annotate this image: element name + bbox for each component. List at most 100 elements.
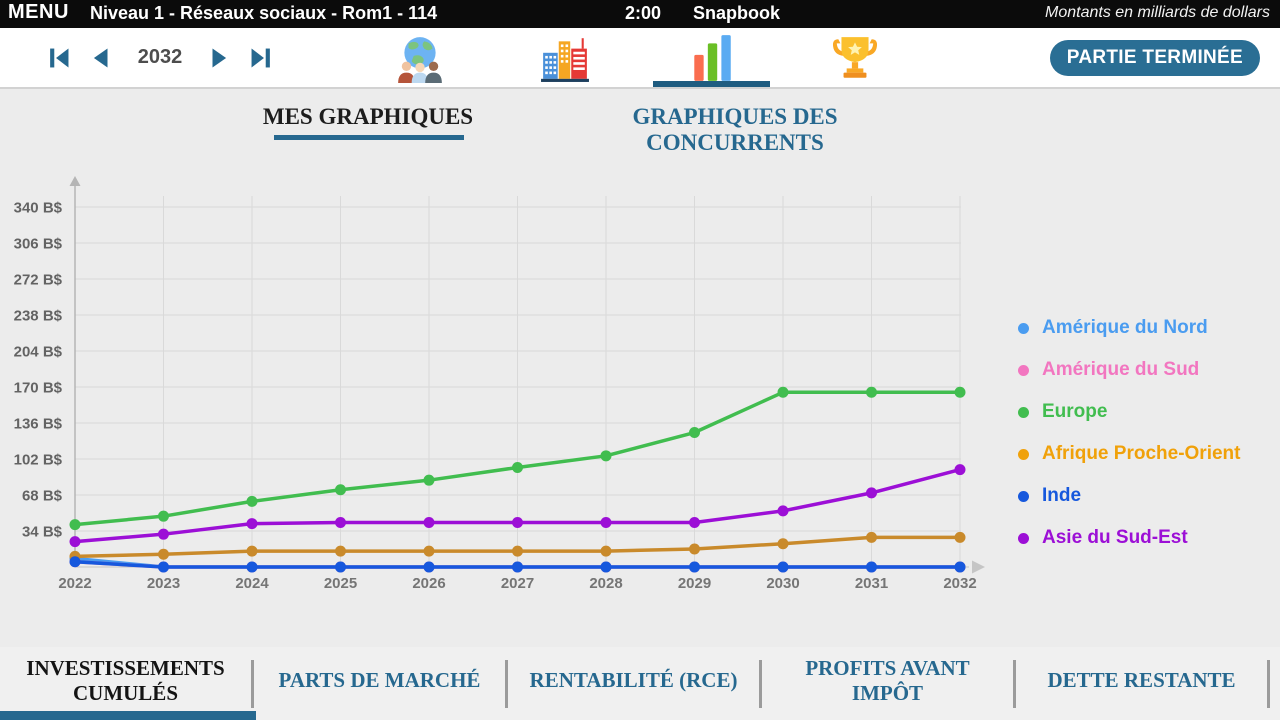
- x-axis-tick: 2023: [147, 575, 180, 592]
- chart-legend: Amérique du Nord Amérique du Sud Europe Afr…: [1018, 307, 1240, 559]
- data-point: [777, 386, 789, 398]
- tab-divider: [505, 659, 508, 708]
- tab-divider: [1013, 659, 1016, 708]
- y-axis-tick: 340 B$: [14, 200, 63, 217]
- data-point: [954, 531, 966, 543]
- data-point: [689, 517, 700, 529]
- game-title: Niveau 1 - Réseaux sociaux - Rom1 - 114: [90, 3, 438, 23]
- data-point: [246, 561, 258, 573]
- data-point: [158, 510, 169, 522]
- legend-item: Inde: [1018, 475, 1240, 517]
- x-axis-tick: 2031: [855, 575, 888, 592]
- legend-dot-icon: [1018, 364, 1029, 376]
- legend-label: Inde: [1042, 485, 1082, 506]
- data-point: [158, 528, 169, 540]
- menu-button[interactable]: MENU: [8, 1, 69, 23]
- data-point: [423, 545, 435, 557]
- y-axis-tick: 102 B$: [14, 452, 63, 469]
- data-point: [423, 561, 435, 573]
- legend-dot-icon: [1018, 406, 1029, 418]
- legend-label: Asie du Sud-Est: [1042, 527, 1188, 548]
- data-point: [689, 561, 700, 573]
- legend-label: Afrique Proche-Orient: [1042, 443, 1241, 464]
- legend-item: Afrique Proche-Orient: [1018, 433, 1240, 475]
- legend-item: Amérique du Nord: [1018, 307, 1240, 349]
- data-point: [954, 386, 966, 398]
- data-point: [423, 474, 435, 486]
- next-year-icon[interactable]: [204, 43, 234, 73]
- tab-divider: [251, 659, 254, 708]
- ranking-trophy-icon[interactable]: [830, 33, 880, 83]
- data-point: [246, 495, 258, 507]
- legend-item: Amérique du Sud: [1018, 349, 1240, 391]
- top-status-bar: MENU Niveau 1 - Réseaux sociaux - Rom1 -…: [0, 0, 1280, 28]
- last-year-icon[interactable]: [246, 43, 276, 73]
- data-point: [246, 518, 258, 530]
- legend-dot-icon: [1018, 448, 1029, 460]
- data-point: [954, 561, 966, 573]
- world-markets-icon[interactable]: [395, 33, 445, 83]
- legend-label: Amérique du Sud: [1042, 359, 1200, 380]
- y-axis-tick: 306 B$: [14, 236, 63, 253]
- end-game-button[interactable]: PARTIE TERMINÉE: [1049, 40, 1260, 76]
- x-axis-tick: 2030: [766, 575, 799, 592]
- data-point: [689, 543, 700, 555]
- data-point: [512, 561, 523, 573]
- metric-tab-dette-restante[interactable]: DETTE RESTANTE: [1016, 647, 1267, 720]
- data-point: [600, 450, 612, 462]
- x-axis-tick: 2022: [58, 575, 91, 592]
- metric-tab-bar: INVESTISSEMENTS CUMULÉS PARTS DE MARCHÉ RE…: [0, 647, 1280, 720]
- data-point: [600, 561, 612, 573]
- data-point: [866, 561, 877, 573]
- data-point: [866, 386, 877, 398]
- data-point: [69, 556, 81, 568]
- tab-competitors-graphs[interactable]: GRAPHIQUES DES CONCURRENTS: [560, 104, 910, 156]
- data-point: [777, 561, 789, 573]
- y-axis-tick: 136 B$: [14, 416, 63, 433]
- metric-tab-parts-de-march[interactable]: PARTS DE MARCHÉ: [254, 647, 505, 720]
- data-point: [335, 484, 346, 496]
- legend-dot-icon: [1018, 532, 1029, 544]
- data-point: [689, 427, 700, 439]
- x-axis-tick: 2028: [589, 575, 622, 592]
- data-point: [69, 519, 81, 531]
- legend-dot-icon: [1018, 490, 1029, 502]
- legend-label: Amérique du Nord: [1042, 317, 1208, 338]
- data-point: [423, 517, 435, 529]
- data-point: [158, 561, 169, 573]
- data-point: [335, 545, 346, 557]
- legend-dot-icon: [1018, 322, 1029, 334]
- data-point: [335, 517, 346, 529]
- data-point: [512, 517, 523, 529]
- data-point: [777, 538, 789, 550]
- charts-icon[interactable]: [687, 33, 737, 83]
- units-note: Montants en milliards de dollars: [1045, 4, 1270, 21]
- data-point: [866, 531, 877, 543]
- metric-tab-investissements-cumul-s[interactable]: INVESTISSEMENTS CUMULÉS: [0, 647, 251, 720]
- metric-tab-profits-avant-imp-t[interactable]: PROFITS AVANT IMPÔT: [762, 647, 1013, 720]
- data-point: [866, 487, 877, 499]
- toolbar: 2032: [0, 28, 1280, 89]
- previous-year-icon[interactable]: [86, 43, 116, 73]
- y-axis-tick: 68 B$: [22, 488, 63, 505]
- y-axis-tick: 204 B$: [14, 344, 63, 361]
- y-axis-tick: 272 B$: [14, 272, 63, 289]
- x-axis-tick: 2025: [324, 575, 357, 592]
- year-navigation: 2032: [44, 28, 276, 87]
- city-icon[interactable]: [540, 33, 590, 83]
- y-axis-tick: 238 B$: [14, 308, 63, 325]
- first-year-icon[interactable]: [44, 43, 74, 73]
- tab-divider: [759, 659, 762, 708]
- active-metric-tab-underline: [0, 711, 256, 720]
- metric-tab-rentabilit-rce[interactable]: RENTABILITÉ (RCE): [508, 647, 759, 720]
- tab-my-graphs[interactable]: MES GRAPHIQUES: [253, 104, 483, 130]
- current-year: 2032: [137, 46, 183, 68]
- data-point: [512, 461, 523, 473]
- x-axis-tick: 2027: [501, 575, 534, 592]
- y-axis-tick: 170 B$: [14, 380, 63, 397]
- data-point: [600, 545, 612, 557]
- data-point: [246, 545, 258, 557]
- data-point: [777, 505, 789, 517]
- y-axis-tick: 34 B$: [22, 524, 63, 541]
- data-point: [600, 517, 612, 529]
